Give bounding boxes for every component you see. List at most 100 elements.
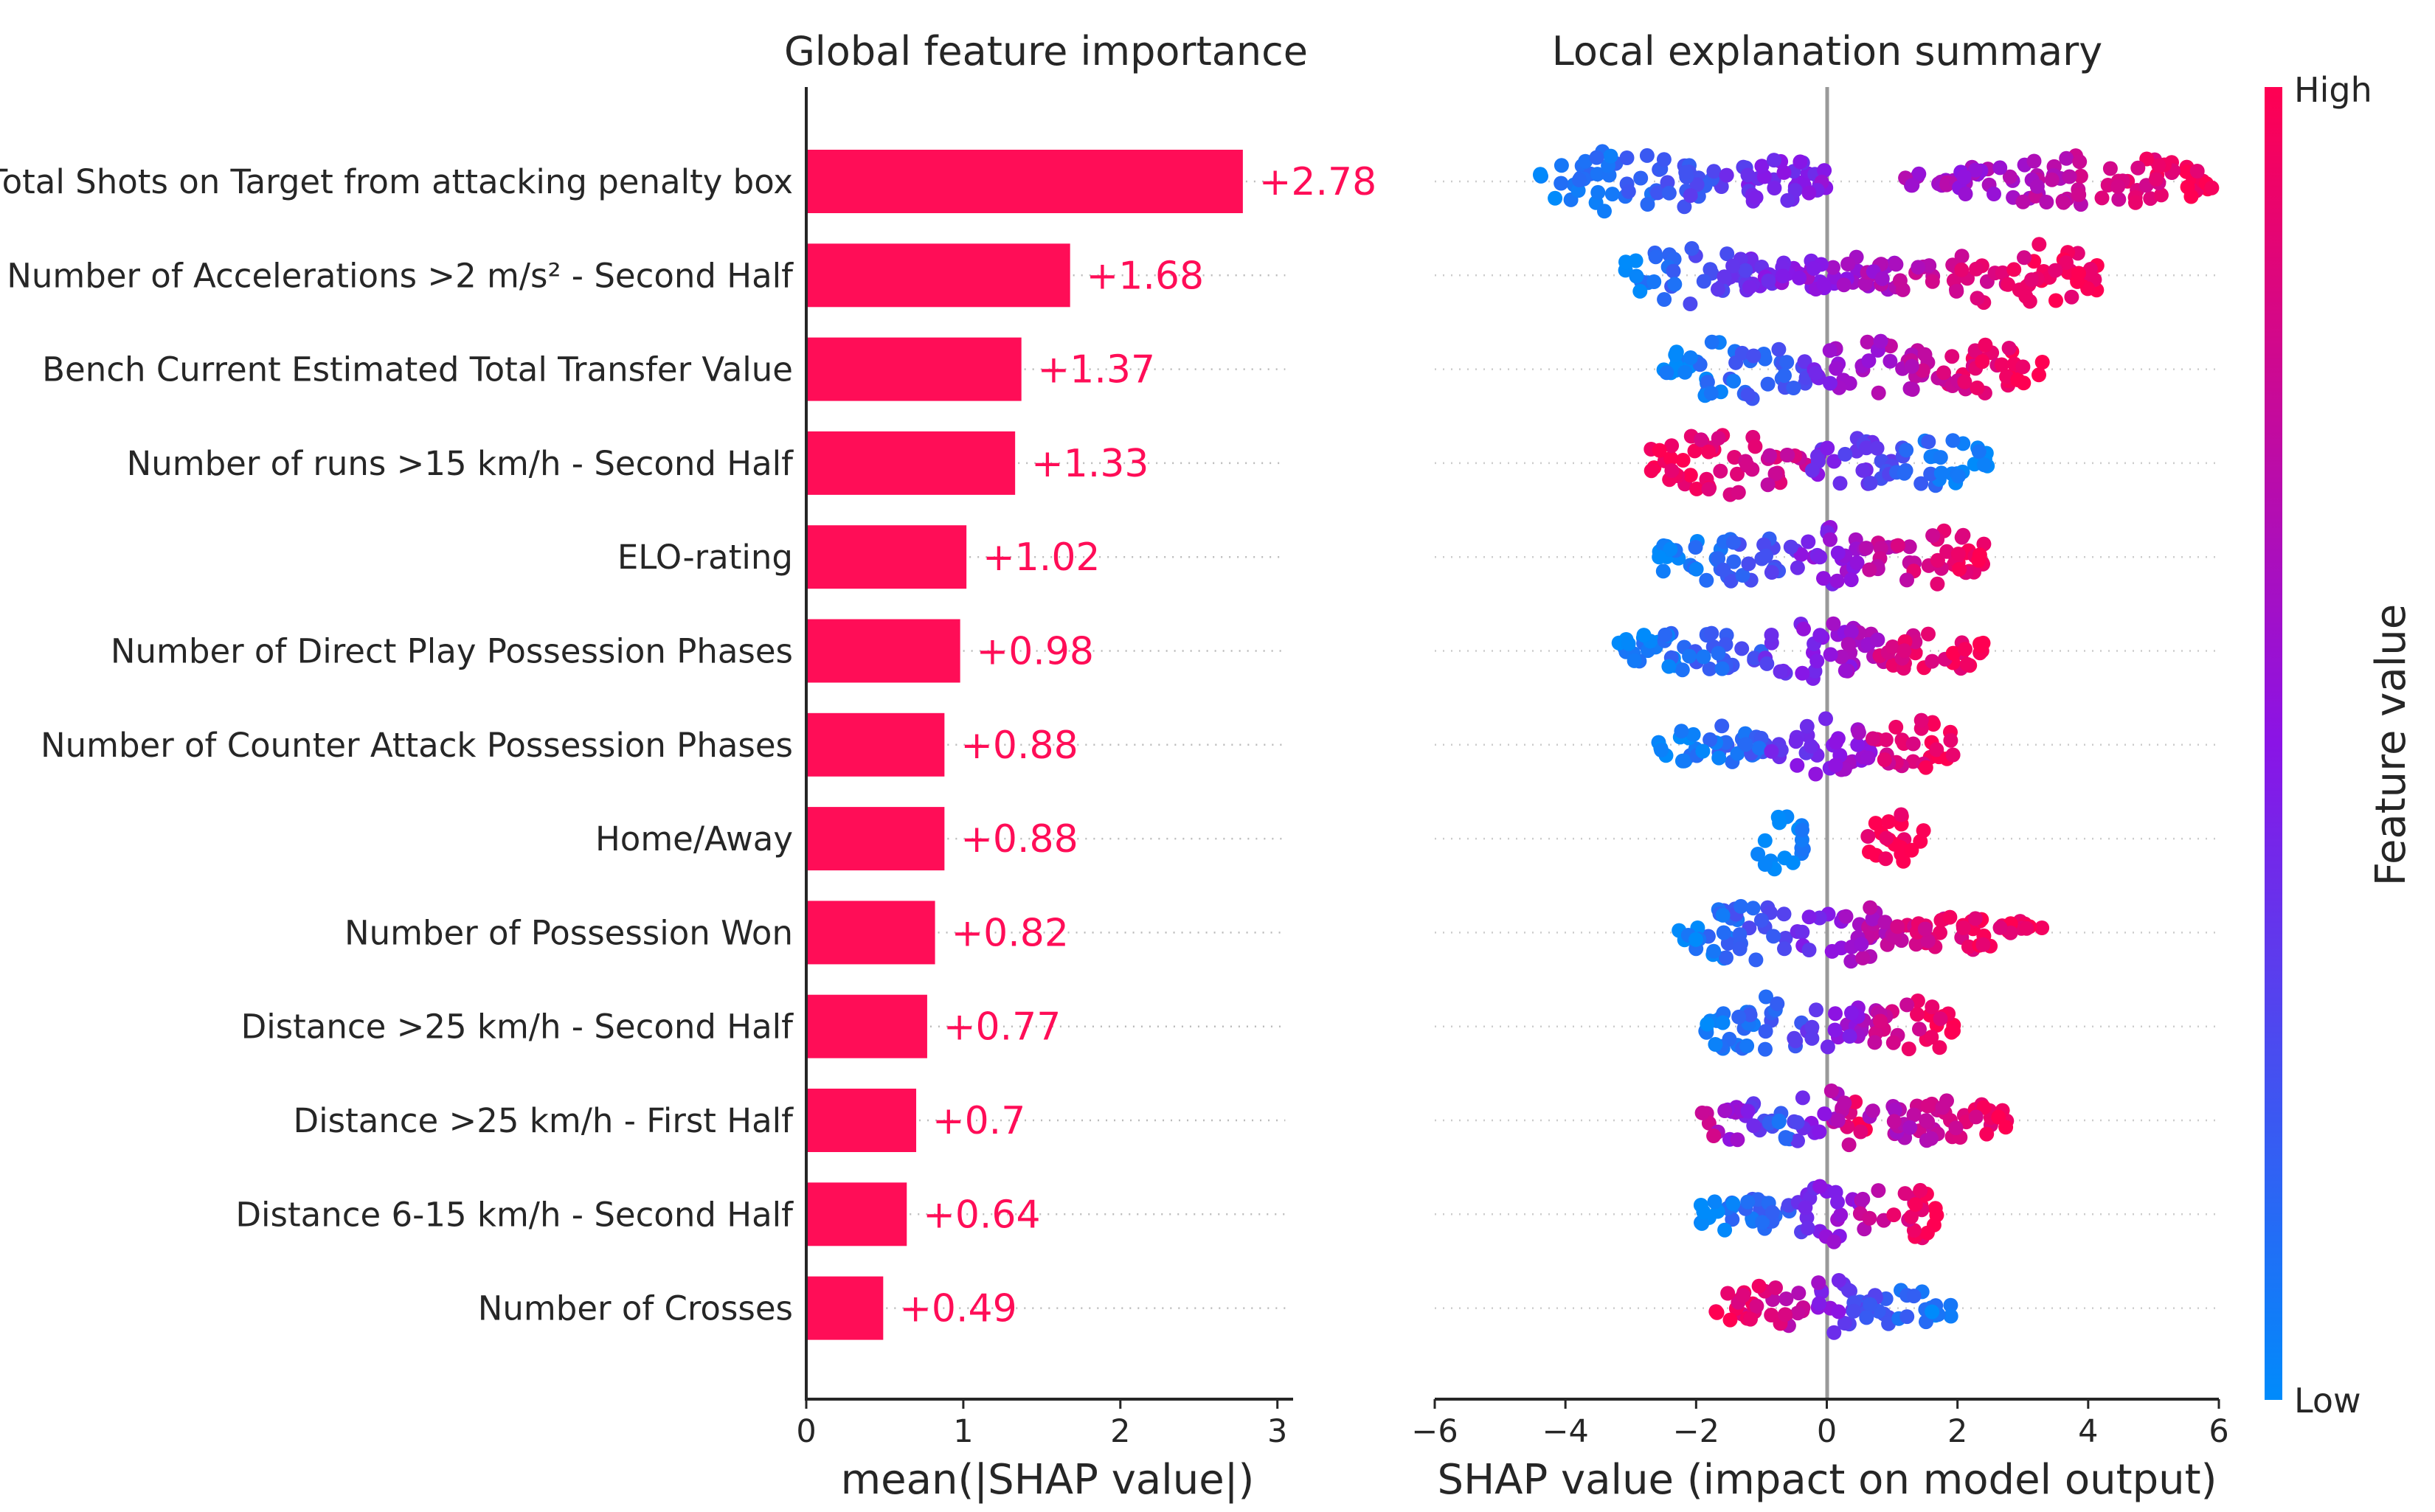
shap-point xyxy=(1716,925,1731,940)
shap-point xyxy=(1925,653,1940,669)
shap-point xyxy=(1686,726,1701,742)
shap-point xyxy=(1749,1298,1764,1314)
shap-point xyxy=(1775,268,1790,284)
shap-point xyxy=(1851,725,1866,741)
shap-point xyxy=(1840,637,1856,652)
shap-point xyxy=(1840,257,1856,271)
shap-point xyxy=(1843,624,1859,639)
shap-point xyxy=(1992,160,2008,176)
shap-point xyxy=(1652,549,1667,565)
shap-point xyxy=(1871,1183,1886,1199)
shap-point xyxy=(1738,263,1753,278)
shap-point xyxy=(1740,387,1756,403)
shap-point xyxy=(1920,933,1936,949)
shap-point xyxy=(2019,920,2034,936)
shap-point xyxy=(1793,547,1809,562)
shap-point xyxy=(1833,1207,1849,1223)
shap-point xyxy=(1894,807,1909,822)
shap-point xyxy=(1764,565,1779,580)
shap-point xyxy=(1954,249,1970,264)
shap-point xyxy=(1891,538,1905,553)
shap-point xyxy=(2017,250,2032,266)
shap-point xyxy=(1757,857,1773,872)
shap-point xyxy=(1812,1124,1827,1140)
shap-point xyxy=(1533,167,1548,182)
shap-point xyxy=(1837,663,1853,679)
shap-point xyxy=(1740,1103,1756,1119)
shap-point xyxy=(1888,719,1904,735)
shap-point xyxy=(1820,440,1835,456)
colorbar-gradient xyxy=(2265,87,2282,1400)
shap-point xyxy=(1837,1316,1852,1331)
importance-value-label: +0.49 xyxy=(899,1287,1016,1331)
shap-point xyxy=(1912,1022,1927,1037)
shap-point xyxy=(1764,628,1779,642)
shap-point xyxy=(1826,454,1842,469)
shap-point xyxy=(1903,1209,1919,1224)
shap-point xyxy=(1943,1297,1958,1313)
right-x-axis-label: SHAP value (impact on model output) xyxy=(1438,1456,2217,1504)
shap-point xyxy=(1917,921,1933,937)
shap-point xyxy=(1995,265,2010,280)
shap-point xyxy=(1979,1126,1995,1142)
shap-point xyxy=(1696,274,1711,289)
shap-point xyxy=(1788,1033,1804,1049)
shap-point xyxy=(1654,743,1669,757)
shap-point xyxy=(2111,192,2127,207)
shap-point xyxy=(1841,1283,1856,1298)
shap-point xyxy=(1885,639,1900,654)
shap-point xyxy=(2044,172,2060,187)
shap-point xyxy=(1758,1041,1773,1057)
shap-point xyxy=(1735,568,1750,583)
shap-point xyxy=(1830,1113,1846,1128)
right-x-tick-label: 6 xyxy=(2209,1413,2228,1450)
shap-point xyxy=(1731,1009,1747,1024)
shap-point xyxy=(1862,845,1877,859)
shap-point xyxy=(1855,1191,1871,1207)
shap-point xyxy=(1725,1196,1741,1211)
shap-point xyxy=(1711,750,1727,766)
shap-point xyxy=(1943,1308,1958,1324)
shap-point xyxy=(1730,1132,1745,1148)
shap-point xyxy=(1731,485,1746,500)
shap-point xyxy=(1776,164,1792,180)
shap-point xyxy=(1925,999,1940,1015)
shap-point xyxy=(1975,937,1991,952)
importance-value-label: +1.02 xyxy=(983,535,1100,580)
shap-point xyxy=(1738,737,1753,752)
shap-point xyxy=(1773,664,1788,679)
shap-point xyxy=(2180,179,2195,195)
shap-point xyxy=(1723,573,1739,589)
shap-point xyxy=(1683,468,1698,483)
shap-point xyxy=(1888,257,1904,272)
shap-point xyxy=(1975,354,1990,370)
shap-point xyxy=(1933,1011,1948,1027)
shap-point xyxy=(1829,735,1843,750)
shap-point xyxy=(1787,183,1803,198)
shap-point xyxy=(1879,830,1894,846)
shap-point xyxy=(1663,541,1678,557)
shap-point xyxy=(1808,766,1823,782)
shap-point xyxy=(1830,1194,1845,1210)
shap-point xyxy=(1590,184,1606,200)
shap-point xyxy=(1688,932,1703,947)
shap-point xyxy=(1790,1114,1805,1130)
shap-point xyxy=(1708,1037,1723,1052)
shap-point xyxy=(1806,261,1821,276)
shap-point xyxy=(1636,628,1652,643)
shap-point xyxy=(1683,188,1698,204)
shap-point xyxy=(1942,909,1958,925)
shap-point xyxy=(1970,291,1985,306)
left-x-axis-label: mean(|SHAP value|) xyxy=(841,1456,1255,1504)
shap-point xyxy=(1790,1133,1805,1148)
shap-point xyxy=(1746,348,1762,364)
shap-point xyxy=(1618,254,1633,270)
shap-point xyxy=(1783,539,1798,555)
shap-point xyxy=(1905,178,1920,193)
shap-point xyxy=(1758,1024,1773,1039)
shap-point xyxy=(1832,476,1848,491)
shap-point xyxy=(1706,164,1722,179)
shap-point xyxy=(1860,829,1876,844)
shap-point xyxy=(1873,333,1888,349)
right-x-tick-label: −4 xyxy=(1542,1413,1588,1450)
